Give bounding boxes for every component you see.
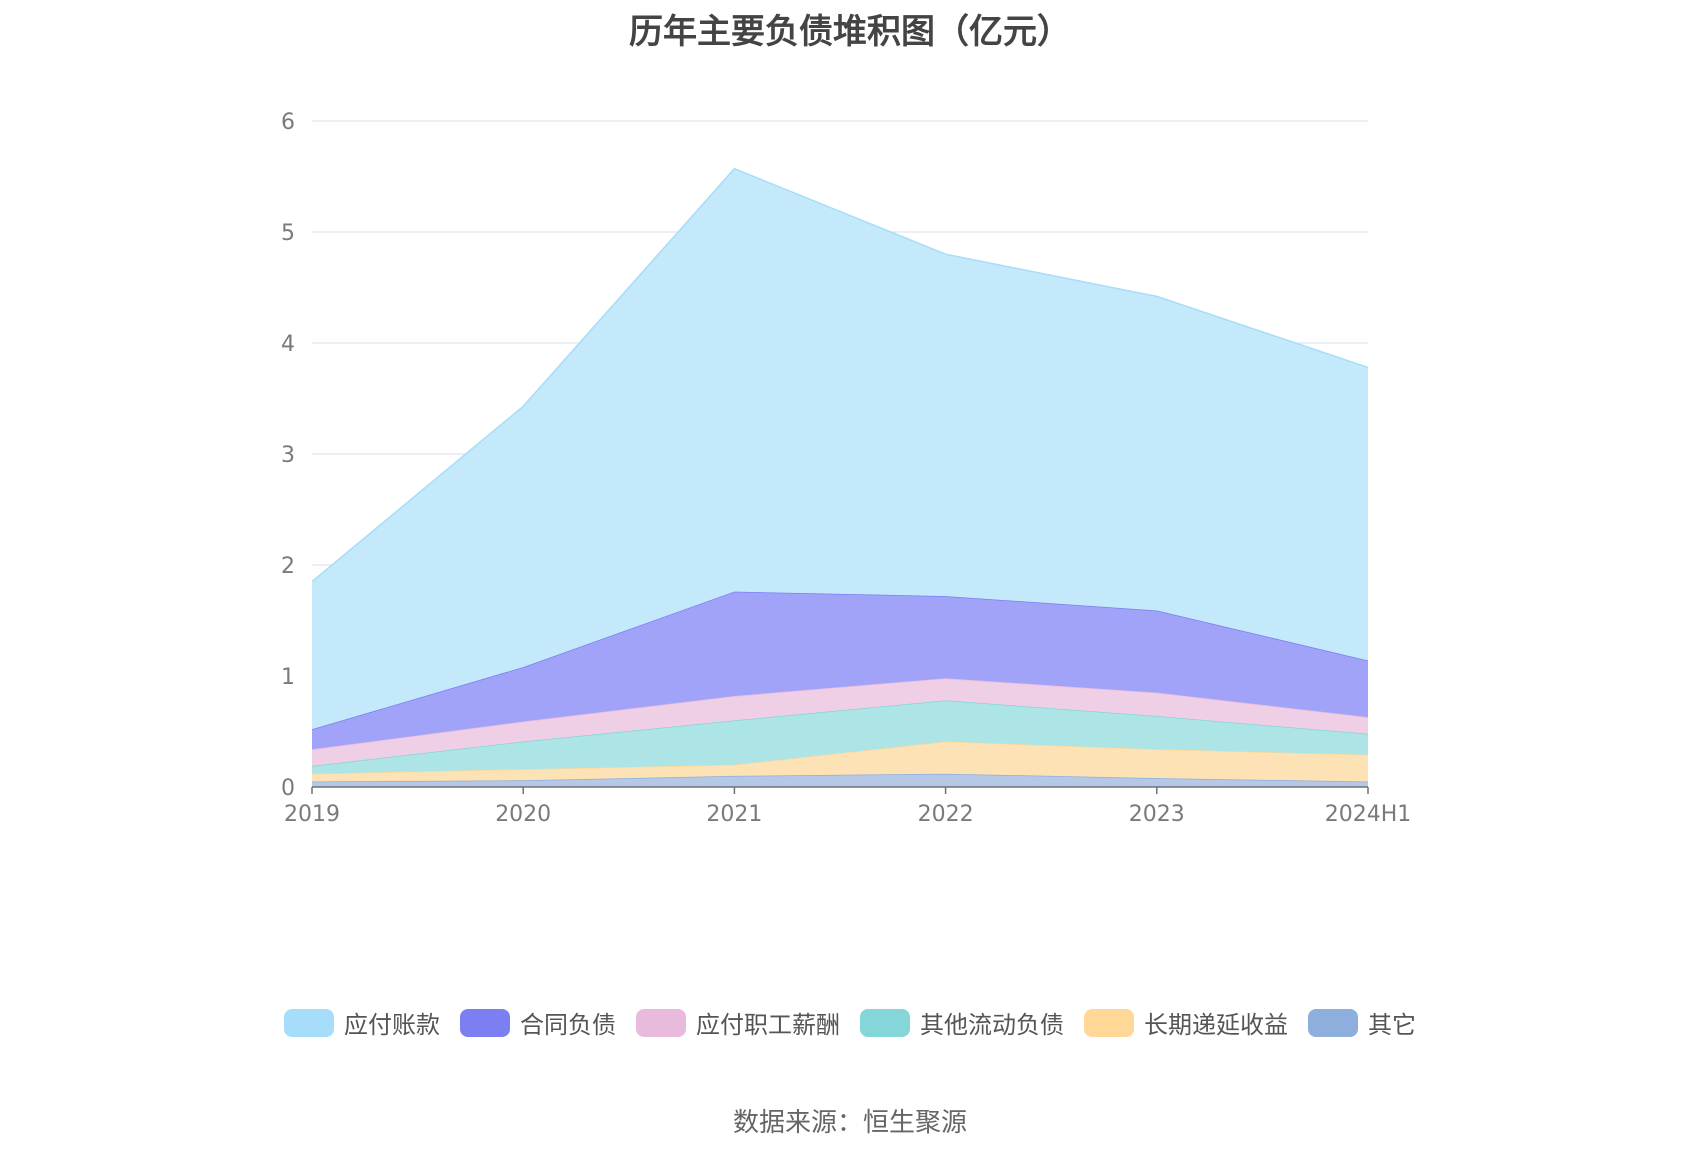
x-tick-label: 2022 xyxy=(918,802,974,827)
axis-layer: 2019 2020 2021 2022 2023 2024H1 xyxy=(284,786,1412,827)
x-tick-label: 2019 xyxy=(284,802,340,827)
legend-item[interactable]: 应付职工薪酬 xyxy=(636,1005,840,1040)
y-tick-label: 0 xyxy=(281,776,295,801)
legend-swatch xyxy=(860,1008,910,1037)
legend-label: 合同负债 xyxy=(520,1011,616,1039)
x-tick-label: 2021 xyxy=(706,802,762,827)
y-tick-label: 1 xyxy=(281,665,295,690)
legend-swatch xyxy=(460,1008,510,1037)
legend-item[interactable]: 应付账款 xyxy=(284,1005,440,1040)
y-tick-label: 5 xyxy=(281,221,295,246)
area-series-5 xyxy=(312,168,1368,730)
y-tick-label: 6 xyxy=(281,110,295,135)
y-tick-label: 2 xyxy=(281,554,295,579)
legend-label: 应付职工薪酬 xyxy=(696,1011,840,1039)
legend-label: 其它 xyxy=(1368,1011,1416,1039)
x-tick-label: 2024H1 xyxy=(1325,802,1412,827)
legend-item[interactable]: 长期递延收益 xyxy=(1084,1005,1288,1040)
legend-item[interactable]: 其它 xyxy=(1308,1005,1416,1040)
area-series-2 xyxy=(312,700,1368,774)
area-series-line-5 xyxy=(311,167,1369,583)
source-note: 数据来源：恒生聚源 xyxy=(732,1108,967,1138)
chart-title: 历年主要负债堆积图（亿元） xyxy=(629,12,1071,52)
legend-label: 长期递延收益 xyxy=(1144,1011,1288,1039)
legend-label: 应付账款 xyxy=(344,1011,440,1039)
legend-swatch xyxy=(284,1008,334,1037)
legend-label: 其他流动负债 xyxy=(920,1011,1064,1039)
area-series-1 xyxy=(312,741,1368,782)
legend-item[interactable]: 其他流动负债 xyxy=(860,1005,1064,1040)
area-series-4 xyxy=(312,591,1368,750)
legend-item[interactable]: 合同负债 xyxy=(460,1005,616,1040)
legend-swatch xyxy=(1084,1008,1134,1037)
x-tick-label: 2020 xyxy=(495,802,551,827)
y-tick-label: 3 xyxy=(281,443,295,468)
legend: 应付账款 合同负债 应付职工薪酬 其他流动负债 长期递延收益 其它 xyxy=(0,1005,1700,1040)
area-series-3 xyxy=(312,678,1368,766)
y-tick-label: 4 xyxy=(281,332,295,357)
legend-swatch xyxy=(636,1008,686,1037)
legend-swatch xyxy=(1308,1008,1358,1037)
x-tick-label: 2023 xyxy=(1129,802,1185,827)
area-layer xyxy=(311,167,1369,787)
